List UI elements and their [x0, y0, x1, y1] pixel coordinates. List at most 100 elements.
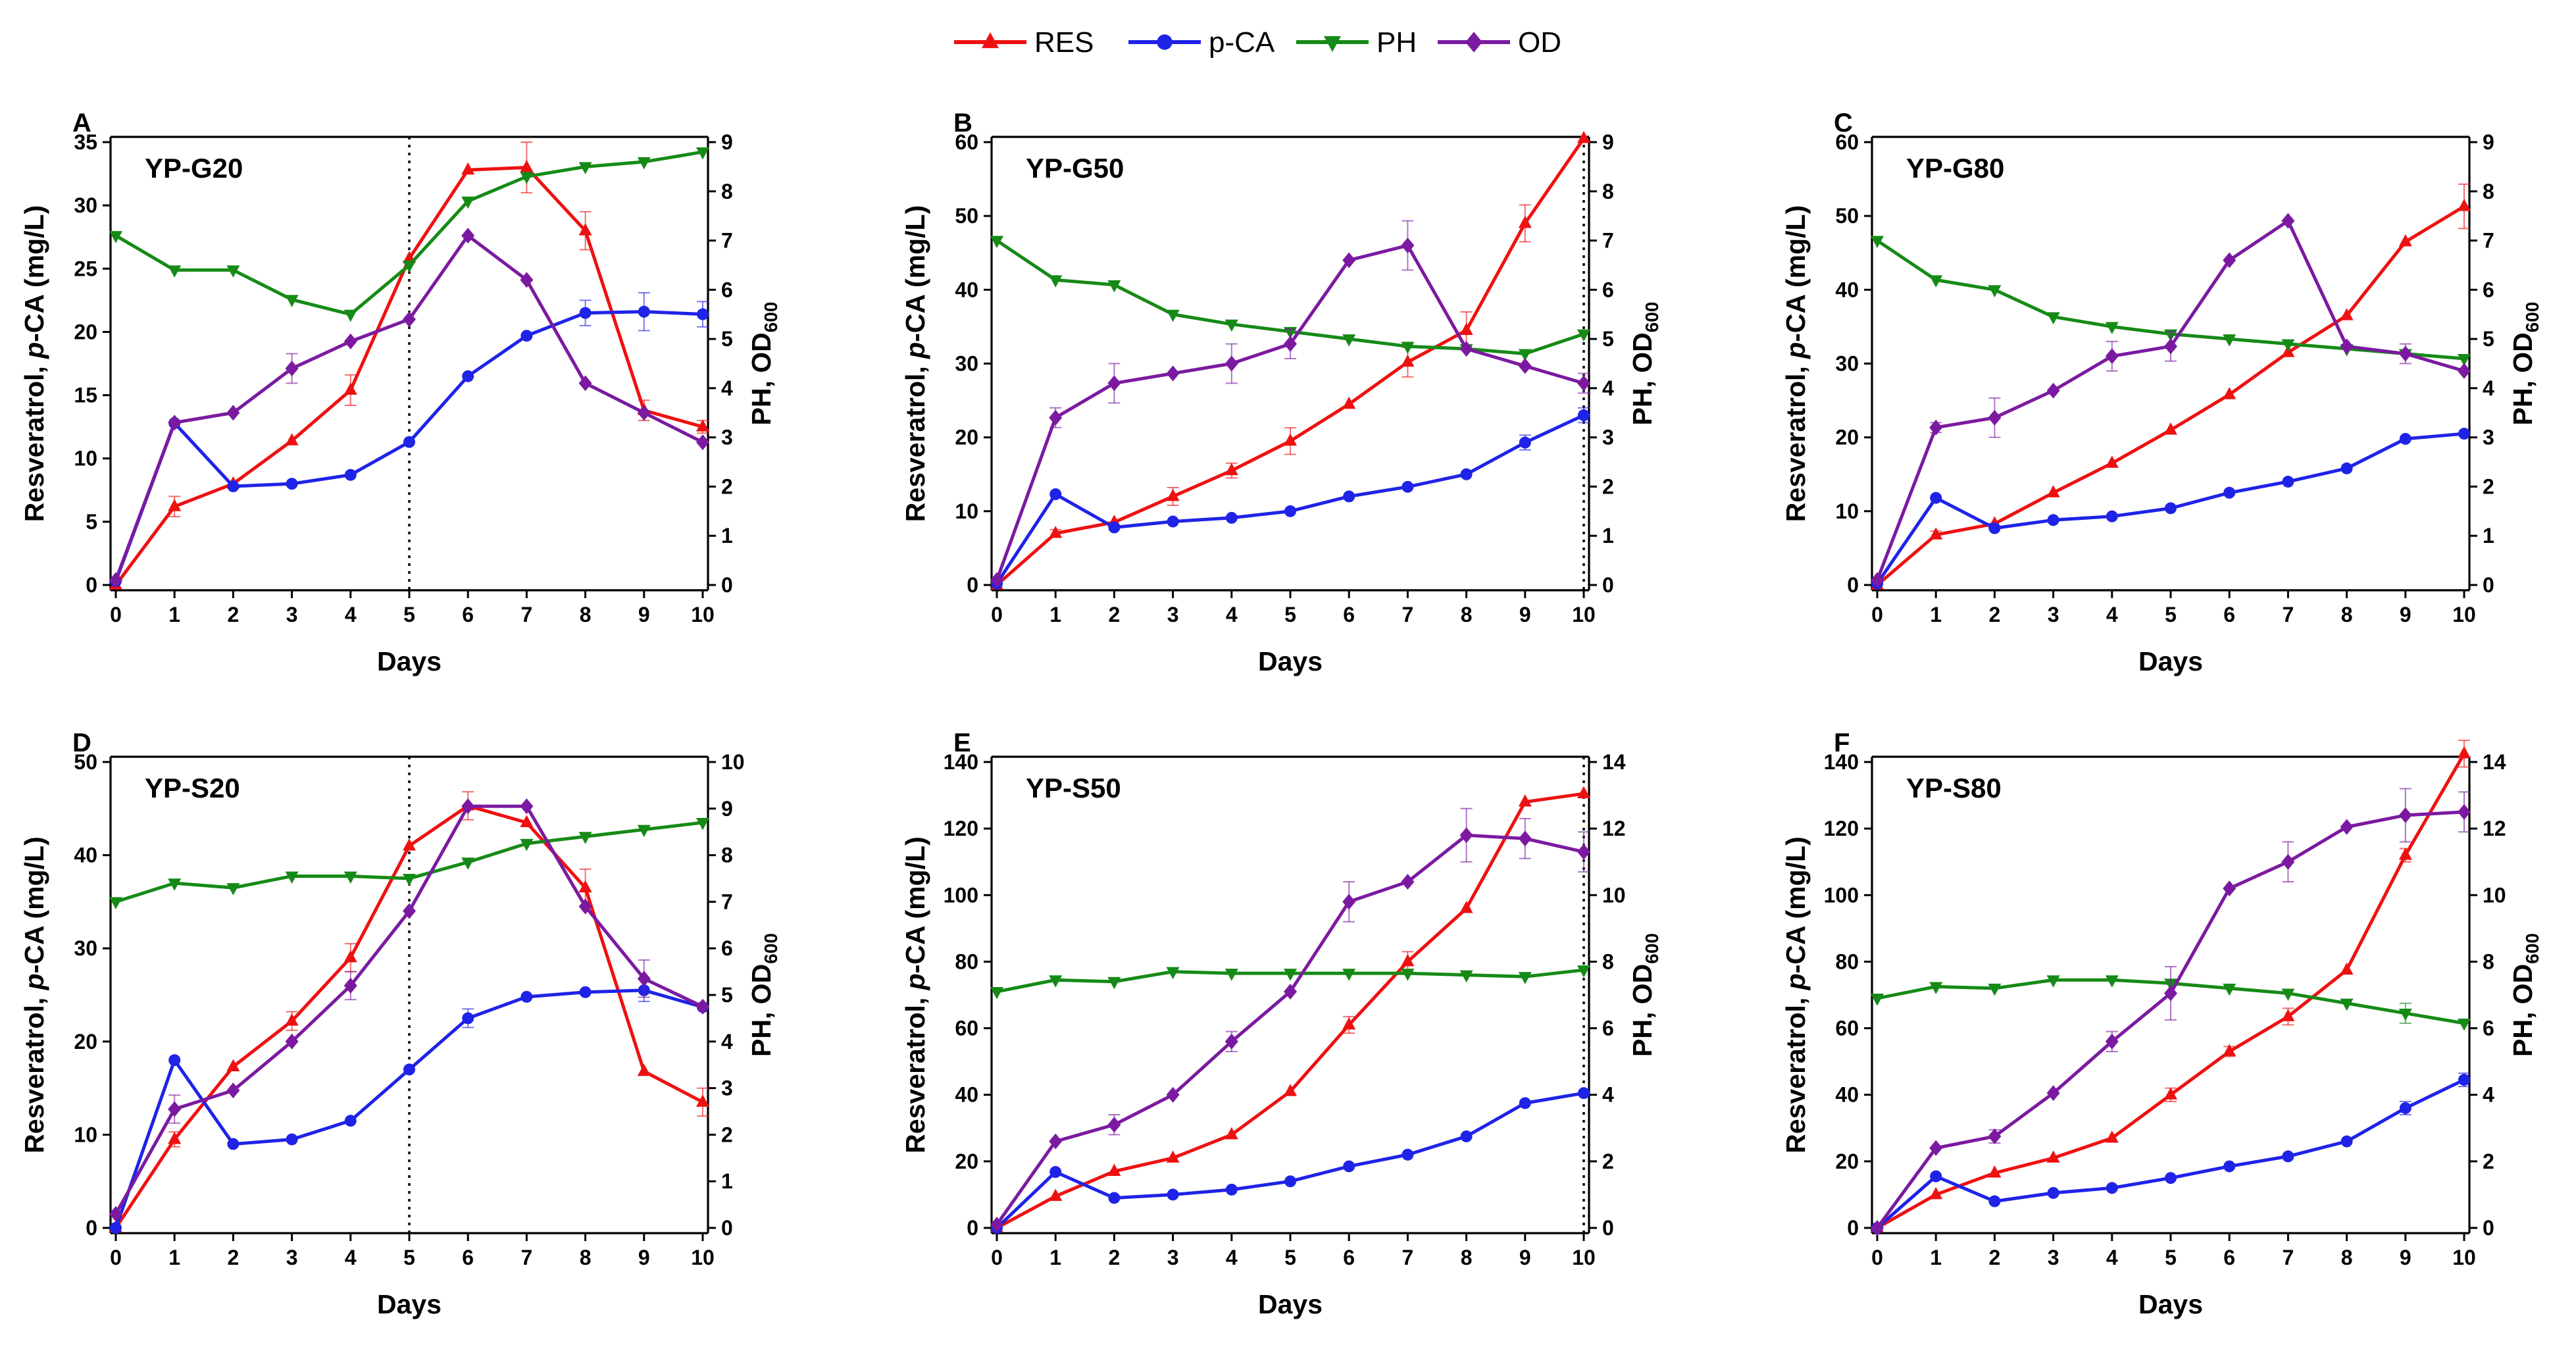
data-point-res	[637, 1063, 651, 1077]
y-left-tick-label: 40	[955, 278, 978, 301]
data-point-od	[168, 415, 182, 431]
data-point-od	[520, 798, 534, 815]
x-tick-label: 9	[638, 603, 650, 626]
x-tick-label: 9	[2400, 1246, 2412, 1269]
y-left-tick-label: 50	[74, 750, 97, 774]
data-point-pca	[579, 986, 592, 998]
panel-letter: E	[953, 728, 971, 757]
data-point-od	[2046, 1085, 2060, 1102]
series-res	[1871, 740, 2471, 1233]
x-tick-label: 8	[580, 1246, 592, 1269]
data-point-res	[1049, 1188, 1063, 1201]
data-point-ph	[1342, 334, 1356, 347]
data-point-res	[1929, 1186, 1943, 1200]
y-left-tick-label: 40	[1835, 278, 1859, 301]
y-left-tick-label: 35	[74, 130, 97, 154]
data-point-ph	[578, 832, 592, 844]
y-right-axis-title: PH, OD600	[1627, 302, 1662, 426]
y-left-tick-label: 80	[1835, 950, 1859, 973]
panel-title: YP-S20	[145, 773, 240, 803]
data-point-pca	[2165, 1172, 2177, 1184]
y-left-tick-label: 50	[955, 204, 978, 228]
y-left-tick-label: 100	[1824, 883, 1859, 907]
data-point-pca	[2223, 1160, 2236, 1173]
data-point-od	[2458, 363, 2471, 379]
data-point-od	[1225, 355, 1238, 372]
data-point-pca	[1930, 1170, 1942, 1182]
data-point-pca	[1402, 1148, 1414, 1161]
panel-b: 0 1 2 3 4 5 6 7 8 9 10 0 10 20 30 40 50 60 0 1 2 3 4 5 6 7 8 9 Days R…	[900, 109, 1662, 676]
data-point-od	[403, 903, 416, 919]
data-point-od	[1988, 409, 2002, 426]
data-point-ph	[520, 172, 534, 184]
series-line-od	[995, 243, 1584, 581]
data-point-res	[1107, 1163, 1121, 1177]
y-left-tick-label: 20	[1835, 426, 1859, 449]
data-point-ph	[285, 295, 299, 307]
data-point-ph	[2398, 1008, 2412, 1021]
data-point-res	[1401, 953, 1415, 967]
x-tick-label: 10	[2452, 1246, 2476, 1269]
y-right-tick-label: 4	[2483, 376, 2494, 400]
y-right-axis-title: PH, OD600	[2508, 302, 2542, 426]
data-point-res	[461, 162, 475, 175]
data-point-ph	[2223, 983, 2236, 996]
panel-letter: A	[72, 109, 91, 138]
data-point-pca	[1930, 492, 1942, 504]
data-point-ph	[990, 986, 1003, 1000]
legend-marker-od	[1465, 32, 1482, 53]
y-right-tick-label: 6	[2483, 1017, 2494, 1040]
x-tick-label: 8	[2341, 1246, 2353, 1269]
y-right-axis-title: PH, OD600	[746, 302, 781, 426]
data-point-res	[2223, 1044, 2236, 1056]
data-point-res	[403, 838, 416, 851]
x-tick-label: 6	[1343, 603, 1355, 626]
data-point-pca	[286, 478, 298, 490]
data-point-ph	[343, 871, 357, 884]
y-right-axis-title: PH, OD600	[2508, 933, 2542, 1057]
data-point-pca	[2165, 502, 2177, 515]
y-right-axis-title: PH, OD600	[746, 933, 781, 1057]
series-line-res	[996, 137, 1586, 586]
data-point-pca	[1460, 1130, 1473, 1142]
data-point-res	[2458, 199, 2471, 211]
data-point-ph	[990, 236, 1003, 249]
panel-title: YP-G20	[145, 153, 243, 184]
y-left-tick-label: 5	[86, 510, 97, 534]
data-point-pca	[2458, 1073, 2470, 1086]
data-point-od	[1284, 336, 1297, 352]
y-left-tick-label: 140	[1824, 750, 1859, 774]
data-point-ph	[403, 874, 416, 886]
data-point-od	[109, 572, 122, 588]
x-tick-label: 9	[638, 1246, 650, 1269]
data-point-ph	[1577, 329, 1590, 342]
y-right-tick-label: 7	[721, 229, 733, 253]
data-point-pca	[462, 370, 474, 382]
x-tick-label: 9	[1519, 1246, 1531, 1269]
y-left-tick-label: 20	[74, 1030, 97, 1054]
data-point-ph	[1988, 285, 2002, 297]
data-point-od	[1342, 894, 1356, 910]
panel-d: 0 1 2 3 4 5 6 7 8 9 10 0 10 20 30 40 50 0 1 2 3 4 5 6 7 8 9 10 Days R…	[19, 728, 781, 1319]
x-tick-label: 10	[691, 1246, 715, 1269]
x-axis-title: Days	[377, 1289, 442, 1319]
y-right-tick-label: 4	[2483, 1083, 2494, 1107]
series-line-pca	[996, 1091, 1584, 1229]
data-point-pca	[520, 990, 533, 1003]
data-point-res	[1518, 215, 1532, 228]
data-point-ph	[1166, 309, 1180, 322]
y-left-axis-title: Resveratrol, p-CA (mg/L)	[19, 205, 49, 522]
x-tick-label: 1	[168, 603, 180, 626]
data-point-pca	[1167, 1188, 1179, 1201]
data-point-res	[343, 950, 357, 963]
y-left-tick-label: 15	[74, 384, 97, 407]
data-point-ph	[1225, 969, 1238, 981]
data-point-res	[2164, 422, 2177, 435]
x-tick-label: 2	[228, 603, 240, 626]
y-left-tick-label: 60	[1835, 1017, 1859, 1040]
y-left-tick-label: 120	[944, 817, 978, 840]
data-point-od	[1518, 830, 1532, 847]
data-point-res	[1929, 527, 1943, 540]
data-point-res	[1284, 433, 1297, 446]
